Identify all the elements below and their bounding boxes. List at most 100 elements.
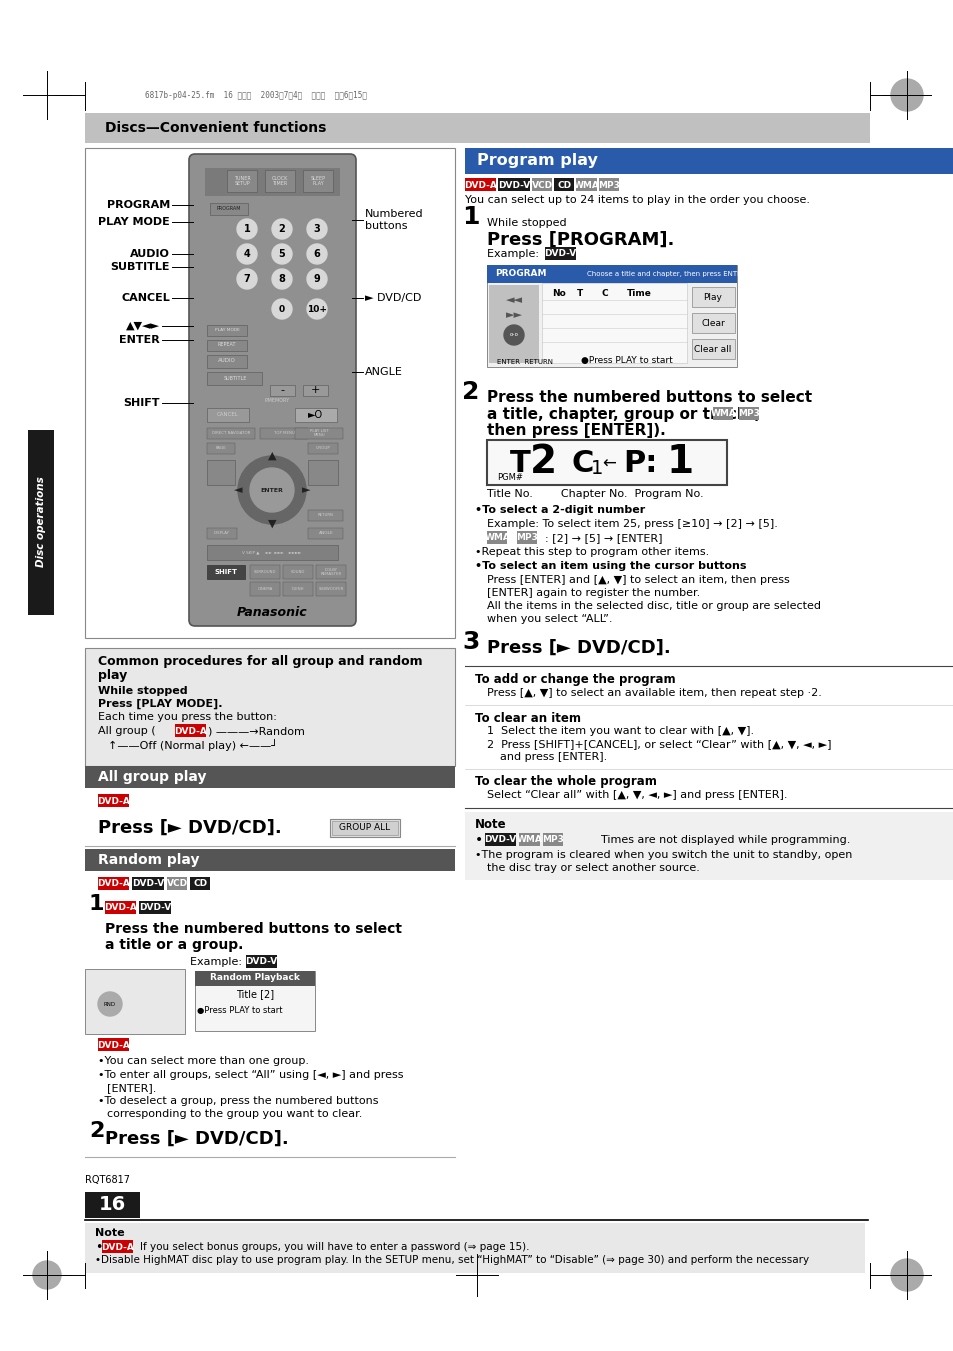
Bar [544,247,576,259]
Text: SUBTITLE: SUBTITLE [111,262,170,272]
Text: •The program is cleared when you switch the unit to standby, open: •The program is cleared when you switch … [475,850,851,861]
Text: when you select “ALL”.: when you select “ALL”. [486,613,612,624]
Text: ●Press PLAY to start: ●Press PLAY to start [197,1006,282,1016]
Text: play: play [98,669,127,681]
Text: •To select an item using the cursor buttons: •To select an item using the cursor butt… [475,561,745,571]
Bar [85,848,455,871]
Text: 1  Select the item you want to clear with [▲, ▼].: 1 Select the item you want to clear with… [486,725,753,736]
Bar [712,407,733,420]
Bar [191,877,211,890]
Text: CD: CD [193,880,208,889]
Text: RETURN: RETURN [317,513,334,517]
Bar [330,819,399,838]
Bar [498,178,530,190]
Text: Press the numbered buttons to select: Press the numbered buttons to select [105,921,401,936]
Text: Example:: Example: [486,249,542,259]
Text: Press [► DVD/CD].: Press [► DVD/CD]. [105,1129,289,1148]
Bar [303,385,328,396]
Text: CINEMA: CINEMA [257,586,273,590]
Bar [250,582,280,596]
Text: All the items in the selected disc, title or group are selected: All the items in the selected disc, titl… [486,601,821,611]
Text: Times are not displayed while programming.: Times are not displayed while programmin… [600,835,849,844]
Text: MP3: MP3 [598,181,619,189]
Text: While stopped: While stopped [98,686,188,696]
Text: RQT6817: RQT6817 [85,1175,130,1185]
Text: PLAY MODE: PLAY MODE [214,328,239,332]
Bar [691,286,734,307]
Text: DVD-V: DVD-V [497,181,530,189]
Text: WMA: WMA [573,181,599,189]
Bar [541,282,686,363]
Text: REPEAT: REPEAT [217,343,236,347]
Bar [85,766,455,788]
Bar [283,582,313,596]
Text: MP3: MP3 [516,534,537,543]
Circle shape [236,269,256,289]
Bar [207,459,234,485]
Text: 4: 4 [243,249,250,259]
Text: 6: 6 [314,249,320,259]
Text: 3: 3 [314,224,320,234]
Bar [98,794,130,807]
Circle shape [272,299,292,319]
Text: V SKIP ▲     ►►  ►►►    ►►►►: V SKIP ▲ ►► ►►► ►►►► [242,550,301,554]
Text: ENTER: ENTER [260,488,283,493]
Bar [207,528,236,539]
Text: PROGRAM: PROGRAM [107,200,170,209]
Circle shape [307,269,327,289]
Bar [519,834,539,846]
Text: 2: 2 [89,1121,104,1142]
Text: To add or change the program: To add or change the program [475,674,675,686]
Text: AUDIO: AUDIO [218,358,235,363]
Text: T: T [577,289,582,297]
Text: SHIFT: SHIFT [214,569,237,576]
Text: SLEEP
PLAY: SLEEP PLAY [310,176,325,186]
Text: MP3: MP3 [541,835,563,844]
Bar [270,385,294,396]
Bar [207,355,247,367]
Text: P:: P: [622,450,657,478]
Text: DVD-V: DVD-V [132,880,164,889]
Text: 2  Press [SHIFT]+[CANCEL], or select “Clear” with [▲, ▼, ◄, ►]: 2 Press [SHIFT]+[CANCEL], or select “Cle… [486,739,831,748]
Text: Disc operations: Disc operations [36,477,46,567]
Text: PROGRAM: PROGRAM [216,207,241,212]
Circle shape [272,269,292,289]
Text: o-o: o-o [509,332,518,338]
Text: a title, chapter, group or track (: a title, chapter, group or track ( [486,407,759,422]
Text: WMA: WMA [484,534,510,543]
Text: 6817b-p04-25.fm  16 ページ  2003年7朎4日  金曜日  午後6時15分: 6817b-p04-25.fm 16 ページ 2003年7朎4日 金曜日 午後6… [145,92,367,100]
Bar [85,149,455,638]
Bar [250,565,280,580]
Text: then press [ENTER]).: then press [ENTER]). [486,423,665,438]
Text: DVD-A: DVD-A [97,880,130,889]
Text: PGM#: PGM# [497,473,522,482]
Text: DVD-A: DVD-A [97,1040,130,1050]
Bar [174,724,206,738]
Text: MP3: MP3 [738,409,760,419]
Bar [486,440,726,485]
Text: ←: ← [601,455,616,473]
Text: To clear an item: To clear an item [475,712,580,724]
Text: SURROUND: SURROUND [253,570,276,574]
Text: DOLBY
REMASTER: DOLBY REMASTER [320,567,341,577]
Bar [517,531,537,544]
Text: SOUND: SOUND [291,570,305,574]
Text: Press the numbered buttons to select: Press the numbered buttons to select [486,390,811,405]
Text: ) ———→Random: ) ———→Random [209,725,305,736]
Text: All group play: All group play [98,770,206,784]
Text: VCD: VCD [167,880,188,889]
Text: DVD-A: DVD-A [464,181,497,189]
Text: and press [ENTER].: and press [ENTER]. [499,753,607,762]
Text: WMA: WMA [710,409,736,419]
Text: ▼: ▼ [268,519,276,530]
Text: 8: 8 [278,274,285,284]
Bar [315,565,346,580]
Text: D.ENH: D.ENH [292,586,304,590]
Bar [205,168,339,196]
Bar [227,170,256,192]
Bar [308,509,343,521]
Bar [598,178,618,190]
Bar [105,901,136,915]
Text: TOP MENU: TOP MENU [274,431,294,435]
Text: ENTER: ENTER [119,335,160,345]
